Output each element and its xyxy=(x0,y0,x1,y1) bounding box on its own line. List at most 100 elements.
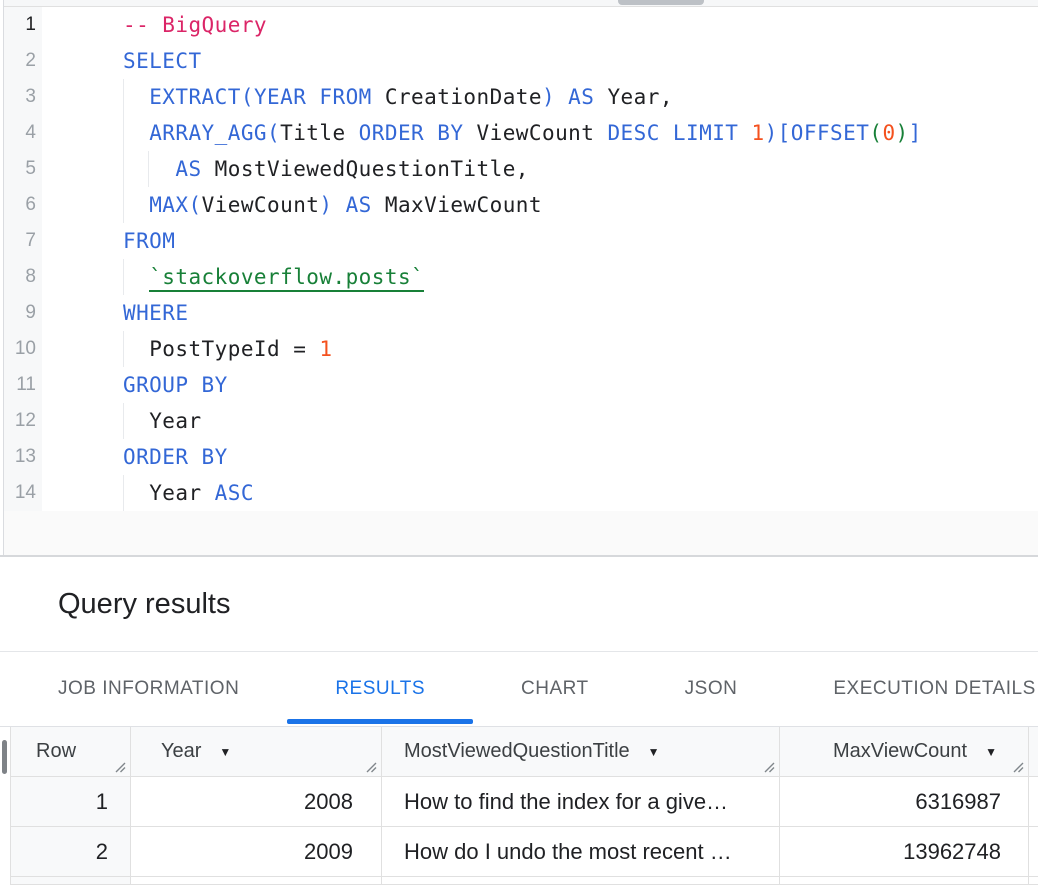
code-line[interactable]: 6 MAX(ViewCount) AS MaxViewCount xyxy=(4,187,1038,223)
vertical-scrollbar-thumb[interactable] xyxy=(2,740,7,774)
tab-json[interactable]: JSON xyxy=(637,652,786,726)
code-token: ( xyxy=(267,121,281,145)
code-line[interactable]: 5 AS MostViewedQuestionTitle, xyxy=(4,151,1038,187)
line-number: 9 xyxy=(4,295,42,331)
code-line[interactable]: 13 ORDER BY xyxy=(4,439,1038,475)
cell-year: 2009 xyxy=(131,827,382,877)
column-menu-caret-icon[interactable]: ▼ xyxy=(985,744,997,759)
column-menu-caret-icon[interactable]: ▼ xyxy=(647,744,660,759)
horizontal-scrollbar-thumb[interactable] xyxy=(618,0,704,5)
column-header-year[interactable]: Year ▼ xyxy=(131,727,382,777)
line-number: 14 xyxy=(4,475,42,511)
code-token: OFFSET xyxy=(790,121,870,145)
column-header-maxviewcount[interactable]: MaxViewCount ▼ xyxy=(780,727,1029,777)
table-row: 2 2009 How do I undo the most recent … 1396… xyxy=(10,827,1038,877)
line-number: 12 xyxy=(4,403,42,439)
indent-guide xyxy=(123,403,124,439)
code-token: CreationDate xyxy=(371,85,542,109)
results-table: Row Year ▼ MostViewedQuestionTitle ▼ MaxViewC… xyxy=(10,727,1038,885)
tab-chart[interactable]: CHART xyxy=(473,652,637,726)
active-tab-underline xyxy=(287,719,474,724)
query-results-title: Query results xyxy=(58,587,231,620)
code-line[interactable]: 8 `stackoverflow.posts` xyxy=(4,259,1038,295)
tab-execution-details[interactable]: EXECUTION DETAILS xyxy=(785,652,1038,726)
cell-filler xyxy=(1029,877,1038,885)
code-token: MaxViewCount xyxy=(371,193,542,217)
code-text: MAX(ViewCount) AS MaxViewCount xyxy=(42,187,1038,223)
code-text: PostTypeId = 1 xyxy=(42,331,1038,367)
code-area[interactable]: 1 -- BigQuery 2 SELECT 3 EXTRACT(YEAR FROM C… xyxy=(4,7,1038,511)
code-line[interactable]: 2 SELECT xyxy=(4,43,1038,79)
code-token xyxy=(123,337,149,361)
code-line[interactable]: 10 PostTypeId = 1 xyxy=(4,331,1038,367)
code-token: Year, xyxy=(594,85,673,109)
code-line[interactable]: 7 FROM xyxy=(4,223,1038,259)
line-number: 2 xyxy=(4,43,42,79)
code-token: YEAR FROM xyxy=(253,85,372,109)
column-header-mostviewedquestiontitle[interactable]: MostViewedQuestionTitle ▼ xyxy=(382,727,780,777)
code-line[interactable]: 11 GROUP BY xyxy=(4,367,1038,403)
code-token: Title xyxy=(280,121,346,145)
code-token: `stackoverflow.posts` xyxy=(149,265,425,292)
code-token: MAX xyxy=(149,193,189,217)
indent-guide xyxy=(123,331,124,367)
code-line[interactable]: 1 -- BigQuery xyxy=(4,7,1038,43)
code-token: SELECT xyxy=(123,49,202,73)
code-token: ) xyxy=(895,121,909,145)
code-text: ARRAY_AGG(Title ORDER BY ViewCount DESC … xyxy=(42,115,1038,151)
tab-label: JOB INFORMATION xyxy=(58,678,240,699)
tab-label: CHART xyxy=(521,678,589,699)
cell-filler xyxy=(1029,827,1038,877)
code-text: EXTRACT(YEAR FROM CreationDate) AS Year, xyxy=(42,79,1038,115)
cell-row: 2 xyxy=(11,827,131,877)
code-token: ] xyxy=(908,121,922,145)
code-line[interactable]: 12 Year xyxy=(4,403,1038,439)
code-text: SELECT xyxy=(42,43,1038,79)
column-resize-grip-icon[interactable] xyxy=(763,761,775,773)
code-token: 1 xyxy=(319,337,333,361)
column-resize-grip-icon[interactable] xyxy=(1012,761,1024,773)
tab-results[interactable]: RESULTS xyxy=(287,652,474,726)
code-text: FROM xyxy=(42,223,1038,259)
code-line[interactable]: 3 EXTRACT(YEAR FROM CreationDate) AS Yea… xyxy=(4,79,1038,115)
cell-filler xyxy=(1029,777,1038,827)
tab-job-information[interactable]: JOB INFORMATION xyxy=(10,652,287,726)
sql-editor[interactable]: 1 -- BigQuery 2 SELECT 3 EXTRACT(YEAR FROM C… xyxy=(3,0,1038,555)
code-token: MostViewedQuestionTitle, xyxy=(201,157,529,181)
cell-mostviewedquestiontitle xyxy=(382,877,780,885)
code-token: ORDER BY xyxy=(345,121,464,145)
code-token: ASC xyxy=(201,481,254,505)
results-tabbar: JOB INFORMATION RESULTS CHART JSON EXECUTION… xyxy=(0,651,1038,727)
column-resize-grip-icon[interactable] xyxy=(365,761,377,773)
panel-divider xyxy=(0,555,1038,557)
line-number: 7 xyxy=(4,223,42,259)
code-token xyxy=(123,265,149,289)
column-header-label: Year xyxy=(161,740,202,762)
code-line[interactable]: 14 Year ASC xyxy=(4,475,1038,511)
code-token xyxy=(738,121,751,145)
code-token: EXTRACT xyxy=(149,85,241,109)
column-header-row[interactable]: Row xyxy=(11,727,131,777)
code-token: AS xyxy=(332,193,372,217)
column-resize-grip-icon[interactable] xyxy=(114,761,126,773)
indent-guide xyxy=(123,115,124,151)
code-token: ARRAY_AGG xyxy=(149,121,268,145)
code-line[interactable]: 4 ARRAY_AGG(Title ORDER BY ViewCount DES… xyxy=(4,115,1038,151)
cell-mostviewedquestiontitle: How to find the index for a give… xyxy=(382,777,780,827)
code-token: ( xyxy=(188,193,202,217)
editor-top-strip xyxy=(4,0,1038,7)
indent-guide xyxy=(123,79,124,115)
indent-guide xyxy=(148,151,150,187)
column-menu-caret-icon[interactable]: ▼ xyxy=(219,744,232,759)
indent-guide xyxy=(123,151,124,187)
code-token: DESC LIMIT xyxy=(594,121,739,145)
cell-year: 2008 xyxy=(131,777,382,827)
tab-label: JSON xyxy=(684,678,738,699)
code-token xyxy=(123,409,149,433)
table-header-row: Row Year ▼ MostViewedQuestionTitle ▼ MaxViewC… xyxy=(10,727,1038,777)
indent-guide xyxy=(123,475,124,511)
editor-filler xyxy=(4,511,1038,555)
code-token: ViewCount xyxy=(201,193,320,217)
line-number: 5 xyxy=(4,151,42,187)
code-line[interactable]: 9 WHERE xyxy=(4,295,1038,331)
